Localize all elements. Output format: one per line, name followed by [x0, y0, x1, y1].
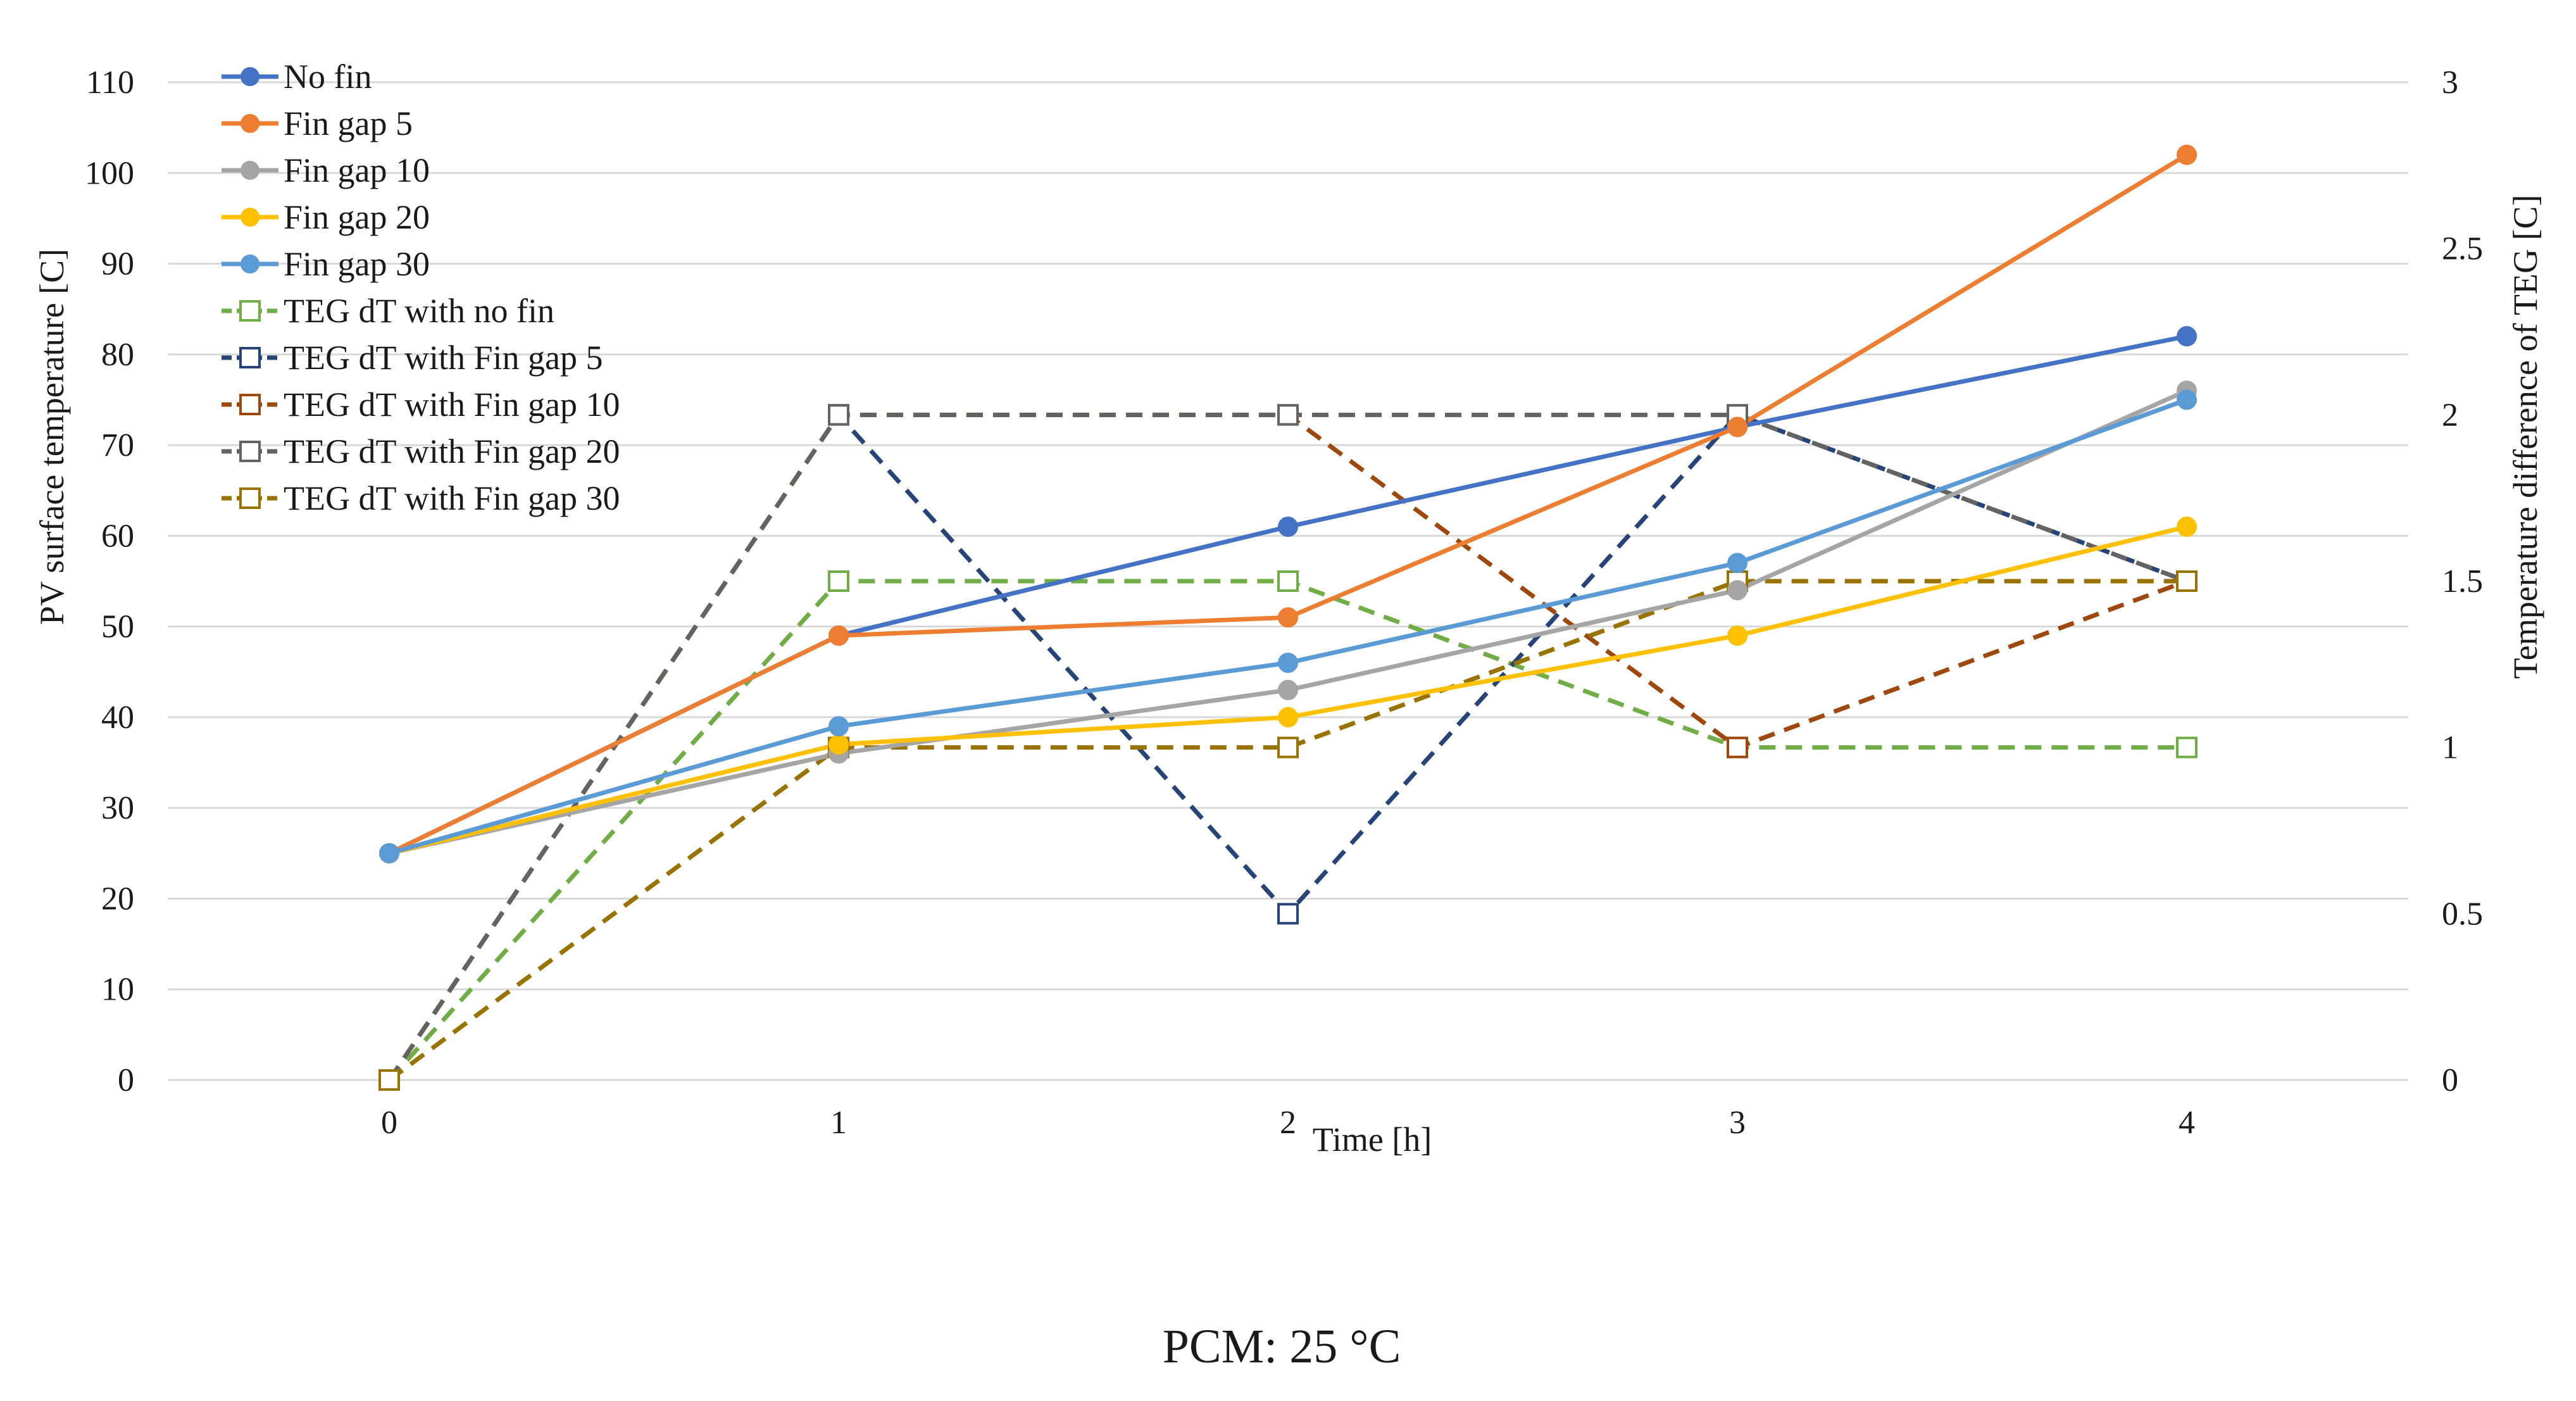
legend-marker: [239, 300, 261, 322]
data-point: [2177, 326, 2197, 347]
legend-item: TEG dT with Fin gap 10: [222, 386, 620, 424]
data-point: [1277, 736, 1299, 758]
y-left-tick-label: 10: [101, 972, 134, 1008]
legend-marker: [241, 67, 259, 86]
data-point: [379, 843, 399, 864]
y-right-tick-labels: 0 0.5 1 1.5 2 2.5 3: [2442, 65, 2483, 1098]
legend-label: TEG dT with Fin gap 5: [284, 339, 603, 377]
legend-marker: [239, 394, 261, 415]
y-left-tick-label: 40: [101, 700, 134, 736]
legend-marker: [241, 254, 259, 273]
series-line-teg-dt-with-fin-gap-30: [387, 579, 2187, 1082]
data-point: [1278, 707, 1298, 727]
gridlines: [168, 81, 2408, 1081]
legend-item: TEG dT with Fin gap 20: [222, 432, 620, 470]
legend-item: Fin gap 30: [222, 245, 430, 283]
y-left-tick-label: 50: [101, 609, 134, 645]
y-left-axis-title: PV surface temperature [C]: [33, 249, 71, 625]
y-left-tick-label: 110: [86, 65, 134, 101]
legend-item: Fin gap 10: [222, 151, 430, 189]
data-point: [828, 570, 849, 592]
legend-item: Fin gap 5: [222, 104, 413, 142]
y-left-tick-label: 60: [101, 518, 134, 554]
data-point: [2177, 389, 2197, 410]
data-point: [1278, 517, 1298, 537]
series-markers: [378, 144, 2198, 1091]
y-right-tick-label: 2.5: [2442, 231, 2483, 267]
y-right-tick-label: 0: [2442, 1062, 2458, 1098]
legend-label: TEG dT with Fin gap 30: [284, 479, 620, 517]
legend-label: No fin: [284, 58, 372, 96]
y-left-tick-label: 80: [101, 337, 134, 373]
legend-item: TEG dT with no fin: [222, 292, 554, 330]
legend-label: Fin gap 30: [284, 245, 430, 283]
data-point: [1278, 607, 1298, 628]
y-left-tick-label: 70: [101, 427, 134, 463]
y-left-tick-label: 100: [85, 155, 134, 191]
x-tick-label: 3: [1729, 1105, 1746, 1141]
legend-label: Fin gap 10: [284, 151, 430, 189]
data-point: [828, 404, 849, 426]
data-point: [1278, 652, 1298, 673]
legend-marker: [239, 487, 261, 509]
y-right-tick-label: 0.5: [2442, 896, 2483, 932]
legend-item: TEG dT with Fin gap 30: [222, 479, 620, 517]
y-right-tick-label: 2: [2442, 397, 2458, 433]
y-left-tick-labels: 0 10 20 30 40 50 60 70 80 90 100 110: [85, 65, 134, 1098]
data-point: [828, 716, 849, 737]
legend-item: Fin gap 20: [222, 198, 430, 236]
y-left-tick-label: 90: [101, 246, 134, 282]
data-point: [828, 734, 849, 755]
y-left-tick-label: 20: [101, 881, 134, 917]
legend-label: Fin gap 20: [284, 198, 430, 236]
legend-label: TEG dT with Fin gap 20: [284, 432, 620, 470]
data-point: [1727, 553, 1748, 574]
x-tick-label: 2: [1280, 1105, 1296, 1141]
data-point: [2176, 570, 2198, 592]
data-point: [2177, 144, 2197, 165]
data-point: [2176, 736, 2198, 758]
x-tick-label: 1: [830, 1105, 847, 1141]
data-point: [1277, 570, 1299, 592]
y-right-axis-title: Temperature difference of TEG [C]: [2506, 195, 2544, 679]
legend-label: TEG dT with Fin gap 10: [284, 386, 620, 424]
figure-caption: PCM: 25 °C: [1163, 1320, 1401, 1373]
y-right-tick-label: 3: [2442, 65, 2458, 101]
data-point: [1277, 903, 1299, 925]
legend-marker: [241, 114, 259, 133]
y-left-tick-label: 30: [101, 790, 134, 826]
data-point: [2177, 517, 2197, 537]
data-point: [1727, 580, 1748, 601]
legend-label: Fin gap 5: [284, 104, 413, 142]
legend-item: No fin: [222, 58, 372, 96]
x-tick-label: 0: [381, 1105, 397, 1141]
x-tick-label: 4: [2179, 1105, 2195, 1141]
legend: No fin Fin gap 5 Fin gap 10 Fin gap 20 Fin g…: [222, 58, 620, 517]
y-right-tick-label: 1.5: [2442, 563, 2483, 600]
legend-marker: [241, 161, 259, 180]
data-point: [1277, 404, 1299, 426]
legend-marker: [239, 347, 261, 368]
data-point: [1727, 417, 1748, 437]
data-point: [1727, 736, 1748, 758]
legend-marker: [239, 441, 261, 462]
x-tick-labels: 0 1 2 3 4: [381, 1105, 2195, 1141]
x-axis-title: Time [h]: [1313, 1121, 1432, 1159]
y-right-tick-label: 1: [2442, 730, 2458, 766]
y-left-tick-label: 0: [118, 1062, 134, 1098]
data-point: [1278, 679, 1298, 700]
data-point: [378, 1069, 400, 1091]
data-point: [1727, 625, 1748, 646]
data-point: [828, 625, 849, 646]
legend-marker: [241, 208, 259, 227]
legend-item: TEG dT with Fin gap 5: [222, 339, 603, 377]
legend-label: TEG dT with no fin: [284, 292, 554, 330]
